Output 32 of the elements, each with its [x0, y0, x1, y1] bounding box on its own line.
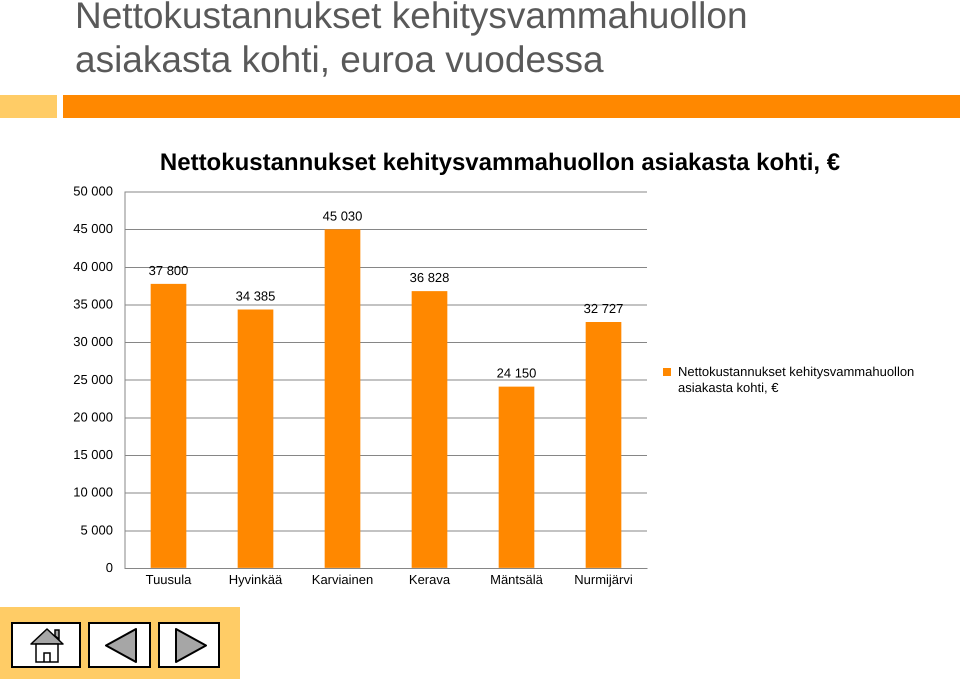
y-tick-label: 5 000 [80, 522, 113, 538]
x-tick-label: Hyvinkää [228, 572, 283, 587]
y-tick-label: 35 000 [73, 296, 113, 312]
y-tick-label: 0 [106, 560, 113, 575]
y-tick-label: 25 000 [73, 372, 113, 387]
x-tick-label: Mäntsälä [490, 572, 544, 587]
bar [324, 229, 360, 568]
y-tick-label: 30 000 [73, 334, 113, 350]
y-tick-label: 10 000 [73, 484, 113, 500]
bar [150, 284, 186, 568]
bar [412, 291, 448, 568]
data-label: 37 800 [148, 262, 188, 278]
y-tick-label: 15 000 [73, 447, 113, 462]
x-tick-label: Nurmijärvi [574, 572, 633, 587]
data-label: 36 828 [410, 270, 450, 286]
bar [498, 386, 534, 568]
y-tick-label: 20 000 [73, 409, 113, 424]
data-label: 34 385 [236, 288, 276, 304]
x-tick-label: Tuusula [146, 572, 192, 587]
data-label: 24 150 [496, 366, 536, 381]
data-label: 32 727 [584, 301, 624, 316]
y-tick-label: 45 000 [73, 221, 113, 236]
y-tick-label: 50 000 [73, 184, 113, 199]
legend-label: Nettokustannukset kehitysvammahuollon asiakasta kohti, € [678, 364, 916, 396]
y-tick-label: 40 000 [73, 258, 113, 274]
data-label: 45 030 [322, 208, 362, 224]
bar [586, 322, 622, 568]
chart-subtitle: Nettokustannukset kehitysvammahuollon asiakasta kohti, € [158, 148, 842, 178]
x-tick-label: Karviainen [312, 572, 374, 587]
chart-title: Nettokustannukset kehitysvammahuollon asiakasta kohti, euroa vuodessa [75, 0, 749, 82]
x-tick-label: Kerava [408, 572, 451, 587]
bar [238, 310, 274, 568]
